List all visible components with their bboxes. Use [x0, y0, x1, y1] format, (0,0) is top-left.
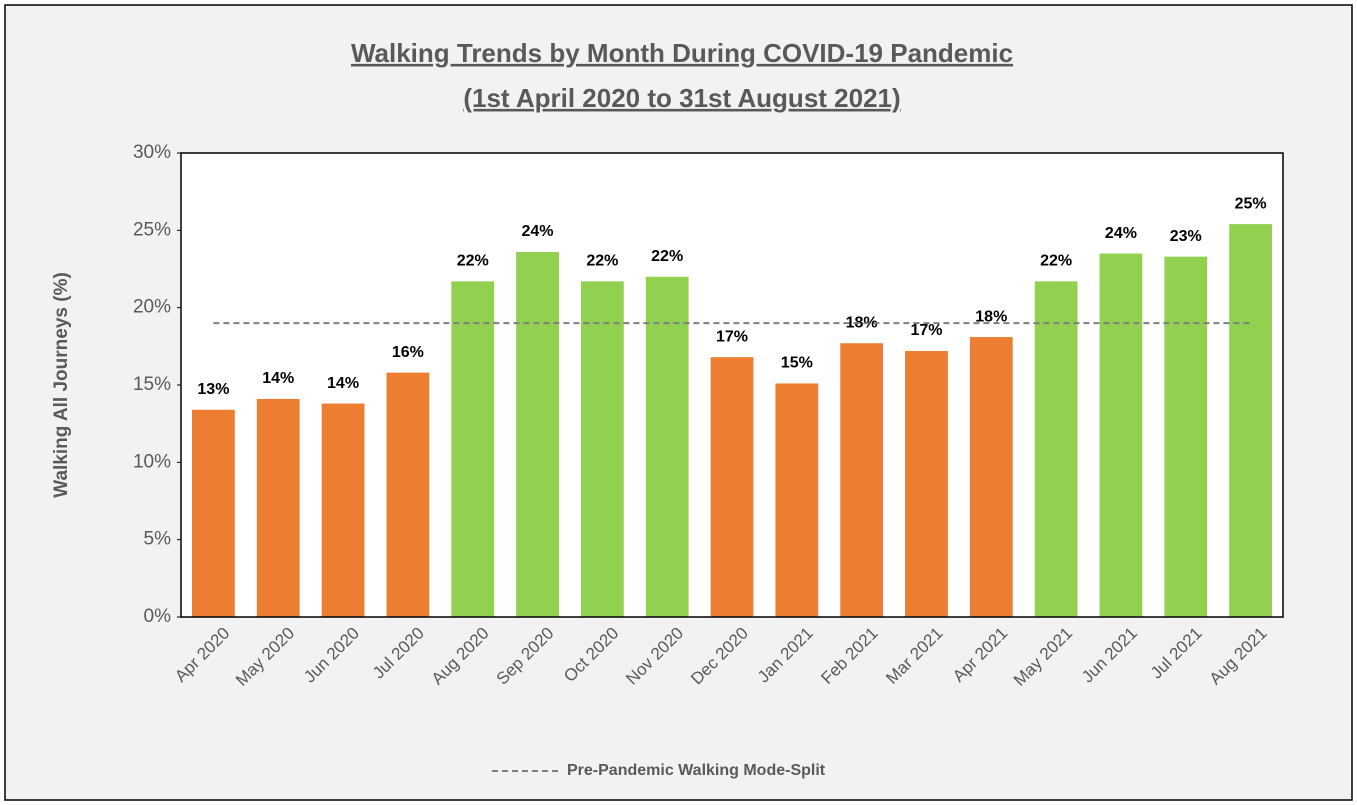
bar — [192, 409, 235, 617]
chart-title: Walking Trends by Month During COVID-19 … — [351, 38, 1013, 68]
y-axis-label: Walking All Journeys (%) — [51, 272, 72, 498]
bar — [775, 383, 819, 617]
legend-label: Pre-Pandemic Walking Mode-Split — [567, 762, 826, 779]
data-label: 14% — [262, 370, 294, 387]
bar — [1164, 256, 1208, 617]
data-label: 16% — [392, 344, 424, 361]
data-label: 23% — [1170, 228, 1202, 245]
bar — [710, 357, 754, 617]
bar — [386, 372, 430, 617]
y-tick-label: 25% — [133, 219, 171, 240]
bar — [969, 337, 1013, 617]
y-tick-label: 10% — [133, 451, 171, 472]
data-label: 13% — [197, 381, 229, 398]
data-label: 22% — [651, 248, 683, 265]
bar — [840, 343, 884, 617]
data-label: 17% — [910, 322, 942, 339]
y-tick-label: 0% — [144, 606, 172, 627]
data-label: 24% — [522, 223, 554, 240]
data-label: 15% — [781, 355, 813, 372]
bar — [645, 276, 689, 617]
y-tick-label: 20% — [133, 297, 171, 318]
bar — [580, 281, 624, 617]
y-tick-label: 30% — [133, 142, 171, 163]
data-label: 22% — [586, 253, 618, 270]
data-label: 18% — [846, 314, 878, 331]
bar — [1229, 224, 1272, 617]
bar — [1034, 281, 1078, 617]
data-label: 17% — [716, 328, 748, 345]
chart-subtitle: (1st April 2020 to 31st August 2021) — [463, 83, 900, 113]
y-tick-label: 15% — [133, 374, 171, 395]
data-label: 14% — [327, 375, 359, 392]
plot-border — [180, 152, 1284, 618]
data-label: 22% — [457, 253, 489, 270]
data-label: 22% — [1040, 253, 1072, 270]
bar — [451, 281, 495, 617]
bar — [1099, 253, 1143, 618]
data-label: 25% — [1235, 195, 1267, 212]
bar — [256, 398, 300, 617]
bar — [516, 251, 559, 617]
y-tick-label: 5% — [144, 529, 172, 550]
data-label: 24% — [1105, 225, 1137, 242]
bar — [321, 403, 365, 617]
bar — [905, 350, 948, 617]
data-label: 18% — [975, 308, 1007, 325]
